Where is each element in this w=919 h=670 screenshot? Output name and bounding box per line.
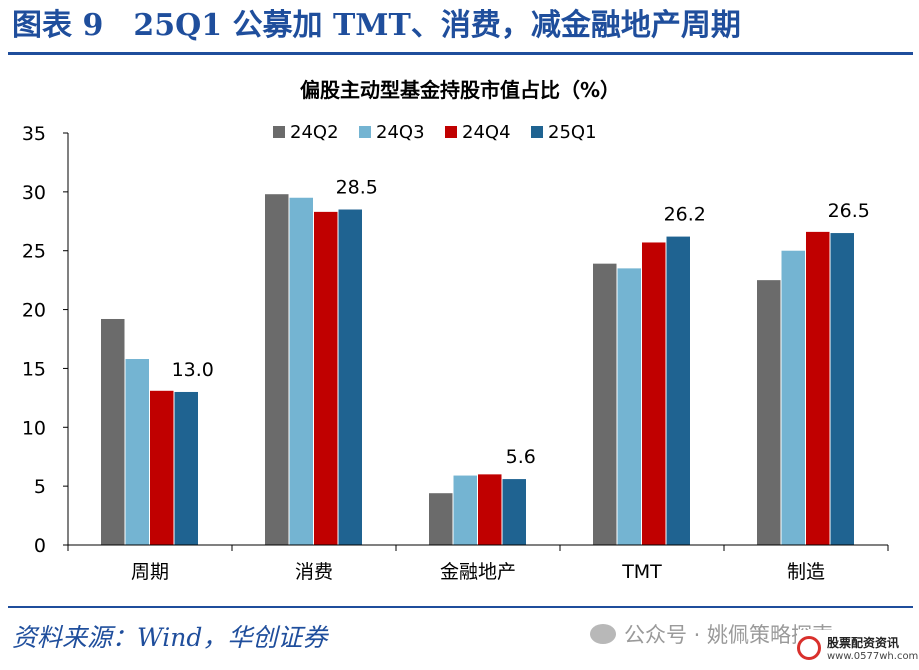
legend-swatch-24Q3 [359, 126, 371, 138]
legend-label: 24Q4 [462, 122, 511, 143]
data-label: 13.0 [172, 359, 214, 381]
x-tick-label: 制造 [787, 561, 825, 583]
bar-24Q2-2 [429, 493, 453, 545]
x-tick-label: 周期 [131, 561, 169, 583]
data-label: 26.5 [828, 200, 870, 222]
bar-25Q1-0 [174, 391, 198, 545]
site-badge: 股票配资资讯 www.0577wh.com [797, 630, 919, 668]
x-tick-label: 消费 [295, 561, 333, 583]
y-tick-label: 5 [34, 476, 46, 498]
bar-24Q3-0 [125, 359, 149, 545]
source-note: 资料来源：Wind，华创证券 [12, 623, 328, 652]
bar-24Q4-4 [806, 231, 830, 545]
y-tick-label: 0 [34, 535, 46, 557]
bar-24Q4-3 [642, 242, 666, 545]
bar-24Q4-0 [150, 390, 174, 545]
site-badge-text: 股票配资资讯 [827, 636, 900, 650]
bar-25Q1-1 [338, 209, 362, 545]
y-tick-label: 10 [22, 417, 46, 439]
data-label: 26.2 [664, 204, 706, 226]
legend-label: 25Q1 [548, 122, 597, 143]
legend-label: 24Q3 [376, 122, 425, 143]
y-tick-label: 20 [22, 300, 46, 322]
bar-chart: 偏股主动型基金持股市值占比（%） 13.0 28.5 5.6 26.2 26.5 0 5 1… [22, 78, 889, 583]
data-label: 5.6 [506, 446, 536, 468]
bar-24Q4-1 [314, 211, 338, 545]
site-logo-icon [797, 636, 821, 660]
chart-title: 偏股主动型基金持股市值占比（%） [300, 78, 620, 102]
bar-24Q3-3 [617, 268, 641, 545]
x-tick-label: 金融地产 [440, 561, 516, 583]
legend-swatch-24Q4 [445, 126, 457, 138]
y-tick-label: 25 [22, 241, 46, 263]
bar-25Q1-4 [830, 233, 854, 546]
bottom-divider [8, 606, 913, 608]
bar-24Q2-4 [757, 280, 781, 545]
legend-swatch-24Q2 [273, 126, 285, 138]
y-tick-label: 35 [22, 123, 46, 145]
bar-25Q1-2 [502, 479, 526, 545]
y-tick-label: 30 [22, 182, 46, 204]
bar-24Q2-0 [101, 318, 125, 545]
bar-24Q3-1 [289, 197, 313, 545]
bar-24Q2-1 [265, 194, 289, 545]
bar-25Q1-3 [666, 236, 690, 546]
figure-title: 图表 9 25Q1 公募加 TMT、消费，减金融地产周期 [12, 8, 741, 43]
wechat-icon [590, 624, 616, 644]
legend-label: 24Q2 [290, 122, 339, 143]
bar-24Q3-4 [781, 250, 805, 545]
x-tick-label: TMT [621, 561, 662, 583]
bar-24Q3-2 [453, 475, 477, 545]
site-badge-url: www.0577wh.com [827, 651, 919, 662]
y-tick-label: 15 [22, 358, 46, 380]
bar-24Q2-3 [593, 263, 617, 545]
top-divider [8, 52, 913, 55]
data-label: 28.5 [336, 177, 378, 199]
bar-24Q4-2 [478, 474, 502, 545]
legend-swatch-25Q1 [531, 126, 543, 138]
